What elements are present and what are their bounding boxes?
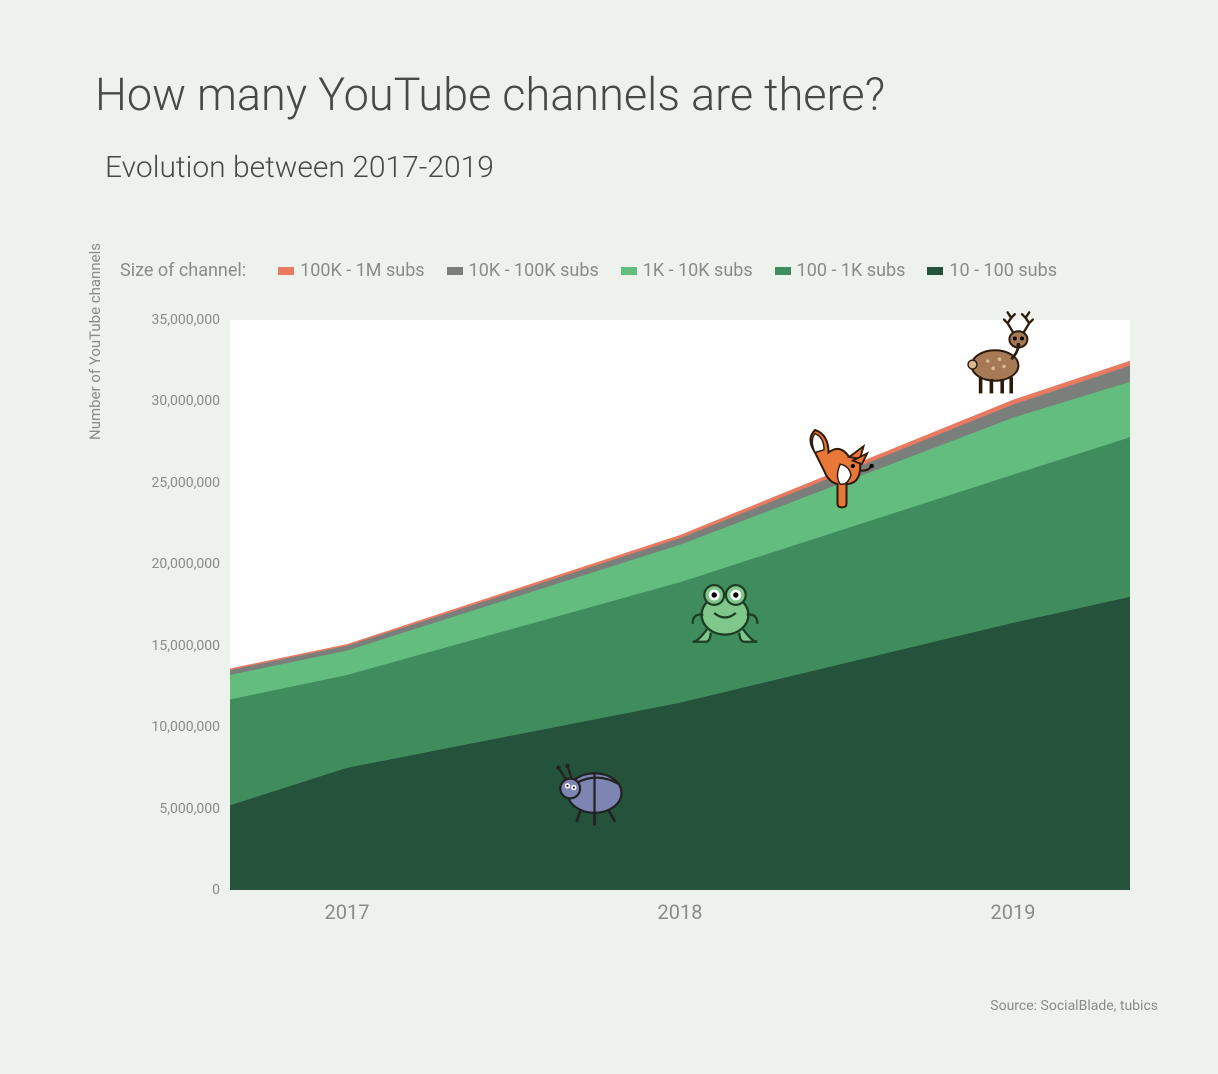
page-title: How many YouTube channels are there? bbox=[95, 68, 885, 121]
page-container: How many YouTube channels are there? Evo… bbox=[0, 0, 1218, 1074]
plot-area bbox=[230, 320, 1130, 890]
legend-text: 10K - 100K subs bbox=[469, 260, 599, 281]
y-tick-label: 5,000,000 bbox=[140, 801, 220, 817]
legend-swatch bbox=[447, 267, 463, 275]
page-subtitle: Evolution between 2017-2019 bbox=[105, 150, 494, 185]
y-tick-label: 25,000,000 bbox=[140, 475, 220, 491]
legend-item-10-100: 10 - 100 subs bbox=[927, 260, 1057, 281]
y-tick-label: 20,000,000 bbox=[140, 556, 220, 572]
y-tick-label: 15,000,000 bbox=[140, 638, 220, 654]
legend-swatch bbox=[927, 267, 943, 275]
legend-item-100-1k: 100 - 1K subs bbox=[775, 260, 906, 281]
legend-text: 100 - 1K subs bbox=[797, 260, 906, 281]
legend-text: 100K - 1M subs bbox=[300, 260, 424, 281]
legend-swatch bbox=[775, 267, 791, 275]
legend-item-1k-10k: 1K - 10K subs bbox=[621, 260, 753, 281]
legend-label: Size of channel: bbox=[120, 260, 246, 281]
x-tick-label: 2017 bbox=[287, 900, 407, 924]
legend: Size of channel: 100K - 1M subs 10K - 10… bbox=[120, 260, 1057, 281]
legend-item-10k-100k: 10K - 100K subs bbox=[447, 260, 599, 281]
legend-swatch bbox=[621, 267, 637, 275]
legend-text: 10 - 100 subs bbox=[949, 260, 1057, 281]
y-tick-label: 30,000,000 bbox=[140, 393, 220, 409]
y-tick-label: 0 bbox=[140, 882, 220, 898]
source-footnote: Source: SocialBlade, tubics bbox=[990, 998, 1158, 1014]
stacked-area-chart bbox=[230, 320, 1130, 890]
y-axis-label: Number of YouTube channels bbox=[86, 243, 104, 440]
x-tick-label: 2018 bbox=[620, 900, 740, 924]
chart-wrapper: 05,000,00010,000,00015,000,00020,000,000… bbox=[170, 320, 1130, 920]
y-tick-label: 35,000,000 bbox=[140, 312, 220, 328]
y-tick-label: 10,000,000 bbox=[140, 719, 220, 735]
x-tick-label: 2019 bbox=[953, 900, 1073, 924]
legend-item-100k-1m: 100K - 1M subs bbox=[278, 260, 424, 281]
legend-text: 1K - 10K subs bbox=[643, 260, 753, 281]
legend-swatch bbox=[278, 267, 294, 275]
